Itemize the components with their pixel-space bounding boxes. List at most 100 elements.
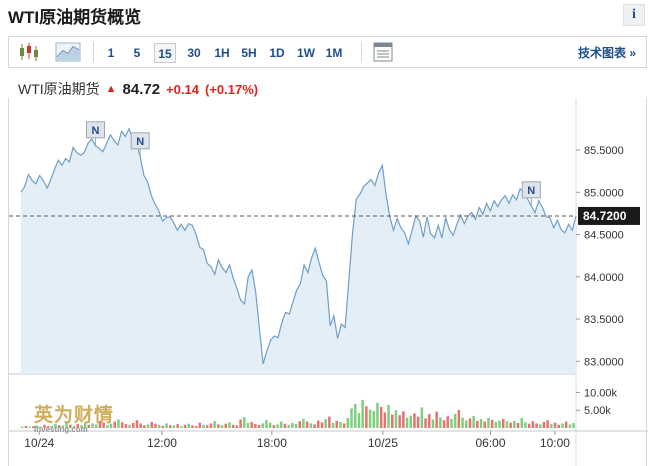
volume-bar xyxy=(413,413,416,428)
volume-bar xyxy=(446,416,449,428)
y-tick-label: 83.5000 xyxy=(584,314,624,326)
volume-bar xyxy=(531,421,535,428)
volume-bar xyxy=(106,425,109,428)
volume-bar xyxy=(35,425,39,428)
volume-bar xyxy=(172,425,176,428)
timeframe-1[interactable]: 1 xyxy=(107,46,115,60)
volume-bar xyxy=(350,408,353,428)
volume-bar xyxy=(328,416,331,428)
price-change: +0.14 xyxy=(166,81,199,97)
volume-bar xyxy=(124,424,128,428)
volume-bar xyxy=(361,399,364,428)
quote-line: WTI原油期货 ▲ 84.72 +0.14 (+0.17%) xyxy=(18,79,258,99)
volume-bar xyxy=(280,421,283,428)
timeframe-1h[interactable]: 1H xyxy=(214,46,230,60)
volume-bar xyxy=(80,425,83,428)
volume-bar xyxy=(424,418,427,428)
candlestick-chart-icon[interactable] xyxy=(17,41,41,63)
volume-bar xyxy=(98,420,102,428)
area-chart-icon[interactable] xyxy=(55,41,81,63)
timeframe-5[interactable]: 5 xyxy=(133,46,141,60)
volume-bar xyxy=(117,419,120,428)
volume-bar xyxy=(357,413,361,428)
timeframe-1d[interactable]: 1D xyxy=(269,46,285,60)
volume-bar xyxy=(154,423,157,428)
volume-bar xyxy=(69,424,72,428)
volume-bar xyxy=(113,421,116,428)
volume-bar xyxy=(198,422,202,428)
volume-bar xyxy=(224,423,227,428)
volume-bar xyxy=(431,419,435,428)
volume-bar xyxy=(527,423,531,428)
volume-bar xyxy=(513,420,516,428)
volume-bar xyxy=(479,419,483,428)
y-tick-label: 84.5000 xyxy=(584,230,624,242)
volume-bar xyxy=(535,423,538,428)
price-area xyxy=(21,128,576,374)
volume-bar xyxy=(472,415,475,428)
volume-bar xyxy=(428,414,431,428)
volume-bar xyxy=(254,424,257,428)
volume-bar xyxy=(120,422,124,428)
chart-toolbar: 1 5 15 30 1H 5H 1D 1W 1M 技术图表 » xyxy=(8,36,647,68)
price-chart-svg[interactable]: 85.5000 85.0000 84.5000 84.0000 83.5000 83.00… xyxy=(9,98,648,466)
timeframe-5h[interactable]: 5H xyxy=(241,46,257,60)
volume-bar xyxy=(465,420,468,428)
news-marker: N xyxy=(136,136,144,148)
volume-bar xyxy=(476,420,479,428)
volume-bar xyxy=(572,423,575,428)
volume-bar xyxy=(561,423,564,428)
volume-bar xyxy=(43,424,46,428)
volume-bar xyxy=(165,423,168,428)
volume-bar xyxy=(95,424,98,428)
volume-bar xyxy=(439,417,442,428)
chart-settings-icon[interactable] xyxy=(371,41,395,63)
volume-bar xyxy=(331,423,335,428)
volume-bar xyxy=(143,425,146,428)
y-tick-label: 85.5000 xyxy=(584,145,624,157)
volume-bar xyxy=(128,424,131,428)
timeframe-1w[interactable]: 1W xyxy=(297,46,315,60)
volume-bar xyxy=(54,423,57,428)
technical-chart-link[interactable]: 技术图表 » xyxy=(577,46,636,60)
volume-bar xyxy=(550,424,553,428)
volume-bar xyxy=(546,420,549,428)
info-button[interactable]: i xyxy=(623,4,645,26)
timeframe-30[interactable]: 30 xyxy=(187,46,201,60)
volume-bar xyxy=(365,406,368,428)
x-tick-label: 10/25 xyxy=(368,436,398,450)
volume-bar xyxy=(217,424,220,428)
volume-bar xyxy=(435,411,438,428)
y-tick-label: 84.0000 xyxy=(584,272,624,284)
volume-bar xyxy=(213,421,216,428)
volume-bar xyxy=(383,412,387,428)
chart-area[interactable]: 85.5000 85.0000 84.5000 84.0000 83.5000 83.00… xyxy=(8,98,648,466)
volume-bar xyxy=(294,424,298,428)
volume-bar xyxy=(83,422,87,428)
volume-bar xyxy=(87,424,91,428)
volume-bar xyxy=(61,425,65,428)
volume-bar xyxy=(243,417,246,428)
timeframe-15[interactable]: 15 xyxy=(154,43,176,63)
volume-bar xyxy=(109,423,113,428)
volume-bar xyxy=(394,410,398,428)
volume-bar xyxy=(298,421,301,428)
volume-bar xyxy=(228,422,231,428)
timeframe-1m[interactable]: 1M xyxy=(325,46,343,60)
volume-bar xyxy=(102,422,105,428)
volume-bar xyxy=(487,417,490,428)
volume-bar xyxy=(416,416,420,428)
volume-bar xyxy=(402,411,405,428)
volume-bar xyxy=(468,418,472,428)
volume-bar xyxy=(354,403,357,428)
volume-bar xyxy=(461,417,464,428)
volume-bar xyxy=(276,424,279,428)
volume-bar xyxy=(368,409,372,428)
volume-bar xyxy=(283,423,287,428)
volume-bar xyxy=(76,424,79,428)
volume-bar xyxy=(46,426,50,428)
volume-bar xyxy=(191,425,194,428)
volume-bar xyxy=(220,425,224,428)
volume-bar xyxy=(139,423,142,428)
volume-bar xyxy=(524,422,527,428)
